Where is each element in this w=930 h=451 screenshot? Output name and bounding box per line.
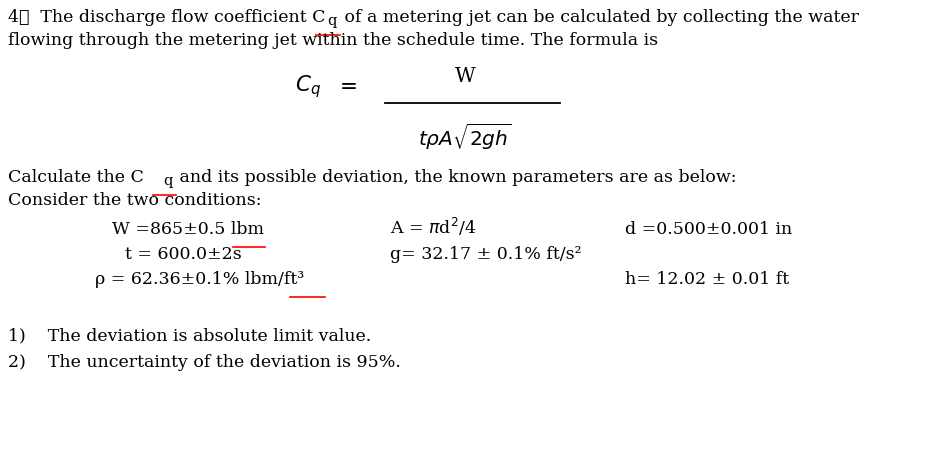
Text: Calculate the C: Calculate the C	[8, 169, 144, 186]
Text: h= 12.02 ± 0.01 ft: h= 12.02 ± 0.01 ft	[625, 271, 790, 287]
Text: t = 600.0±2s: t = 600.0±2s	[125, 245, 242, 262]
Text: W =865±0.5 lbm: W =865±0.5 lbm	[112, 221, 264, 238]
Text: of a metering jet can be calculated by collecting the water: of a metering jet can be calculated by c…	[339, 9, 859, 26]
Text: d =0.500±0.001 in: d =0.500±0.001 in	[625, 221, 792, 238]
Text: $C_q$: $C_q$	[295, 74, 321, 100]
Text: W: W	[455, 67, 475, 86]
Text: q: q	[327, 14, 337, 28]
Text: $t\rho A\sqrt{2gh}$: $t\rho A\sqrt{2gh}$	[418, 122, 512, 152]
Text: ρ = 62.36±0.1% lbm/ft³: ρ = 62.36±0.1% lbm/ft³	[95, 271, 304, 287]
Text: 2)    The uncertainty of the deviation is 95%.: 2) The uncertainty of the deviation is 9…	[8, 353, 401, 370]
Text: g= 32.17 ± 0.1% ft/s²: g= 32.17 ± 0.1% ft/s²	[390, 245, 581, 262]
Text: A = $\pi$d$^2$/4: A = $\pi$d$^2$/4	[390, 216, 476, 238]
Text: flowing through the metering jet within the schedule time. The formula is: flowing through the metering jet within …	[8, 32, 658, 49]
Text: and its possible deviation, the known parameters are as below:: and its possible deviation, the known pa…	[174, 169, 737, 186]
Text: Consider the two conditions:: Consider the two conditions:	[8, 192, 261, 208]
Text: q: q	[163, 174, 172, 188]
Text: =: =	[340, 76, 358, 98]
Text: 1)    The deviation is absolute limit value.: 1) The deviation is absolute limit value…	[8, 326, 371, 343]
Text: 4、  The discharge flow coefficient C: 4、 The discharge flow coefficient C	[8, 9, 326, 26]
